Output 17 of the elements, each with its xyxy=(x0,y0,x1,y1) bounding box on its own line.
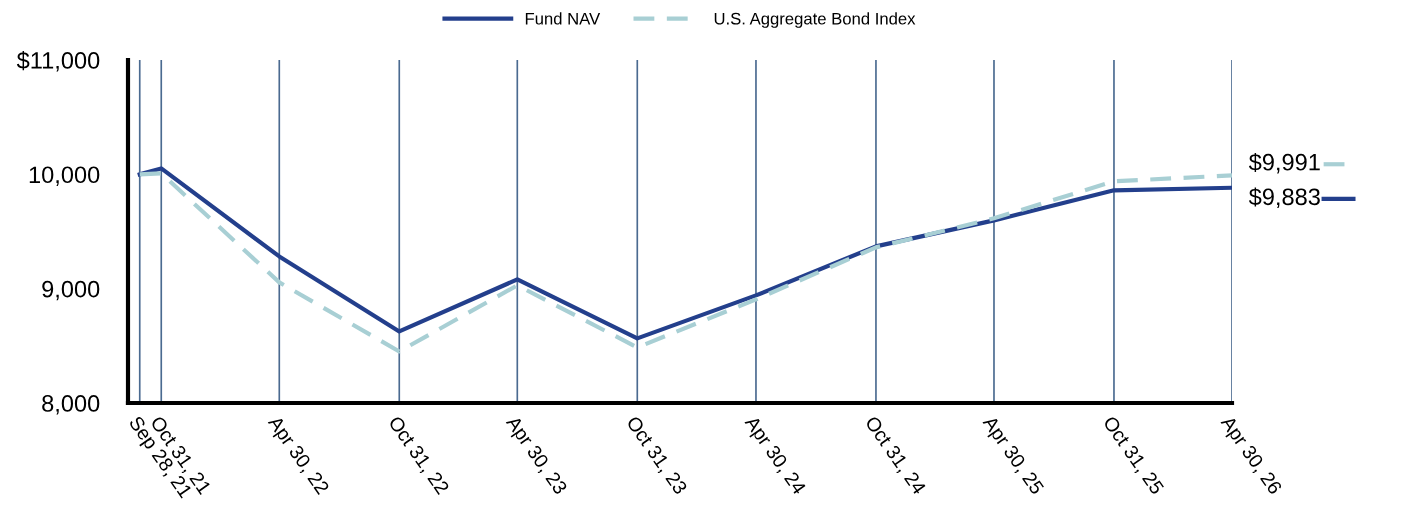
annotation: $9,883 xyxy=(1248,187,1320,208)
x-tick-label: Apr 30, 23 xyxy=(502,414,568,498)
y-tick-label: 10,000 xyxy=(29,166,100,186)
x-tick-label: Oct 31, 23 xyxy=(624,415,688,497)
y-tick-label: 8,000 xyxy=(42,395,100,415)
y-tick-label: 9,000 xyxy=(42,280,100,301)
x-tick-label: Oct 31, 22 xyxy=(386,415,450,497)
x-tick-label: Apr 30, 24 xyxy=(741,414,807,498)
legend-label: U.S. Aggregate Bond Index xyxy=(714,12,916,28)
x-tick-label: Oct 31, 25 xyxy=(1100,415,1165,497)
x-tick-label: Oct 31, 24 xyxy=(862,415,927,497)
x-tick-label: Apr 30, 26 xyxy=(1217,414,1283,498)
annotation: $9,991 xyxy=(1248,152,1320,174)
y-tick-label: $11,000 xyxy=(16,51,100,72)
legend-label: Fund NAV xyxy=(525,12,601,25)
x-tick-label: Apr 30, 25 xyxy=(979,414,1045,498)
x-tick-label: Apr 30, 22 xyxy=(264,414,330,498)
